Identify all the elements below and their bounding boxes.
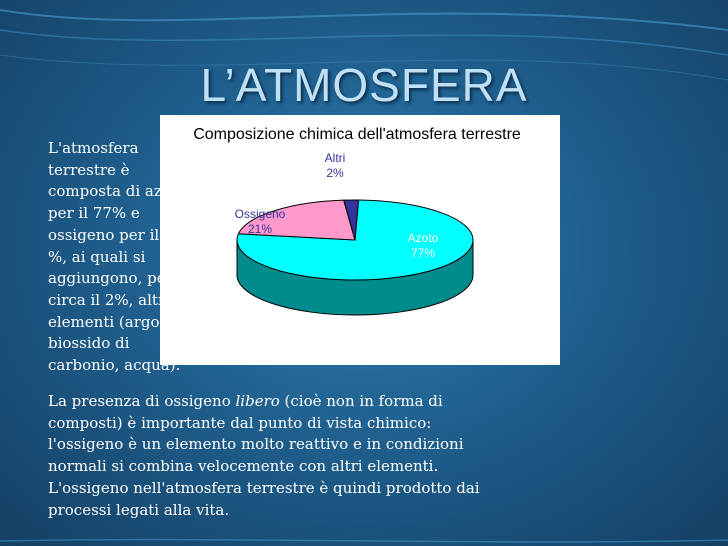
body-text-part2: (cioè non in forma di composti) è import… (48, 392, 480, 519)
slice-percent-altri: 2% (326, 166, 344, 180)
body-text-emphasis: libero (235, 392, 280, 410)
pie-slice-ossigeno (237, 199, 356, 241)
slide-title: L’ATMOSFERA (200, 59, 528, 111)
slice-label-ossigeno: Ossigeno (235, 207, 286, 221)
intro-paragraph: L'atmosfera terrestre è composta di azot… (48, 139, 191, 375)
slice-percent-ossigeno: 21% (248, 222, 272, 236)
decorative-waves (0, 9, 728, 81)
chart-title: Composizione chimica dell'atmosfera terr… (193, 126, 521, 143)
slice-percent-azoto: 77% (411, 246, 435, 260)
slice-label-altri: Altri (325, 151, 346, 165)
pie-chart: Composizione chimica dell'atmosfera terr… (193, 126, 521, 316)
body-text-part1: La presenza di ossigeno (48, 392, 236, 410)
pie-chart-panel: Composizione chimica dell'atmosfera terr… (160, 115, 560, 365)
slice-label-azoto: Azoto (408, 231, 439, 245)
pie-slice-altri (343, 199, 360, 241)
body-paragraph: La presenza di ossigeno libero (cioè non… (48, 391, 508, 521)
footer-decoration (0, 538, 728, 543)
